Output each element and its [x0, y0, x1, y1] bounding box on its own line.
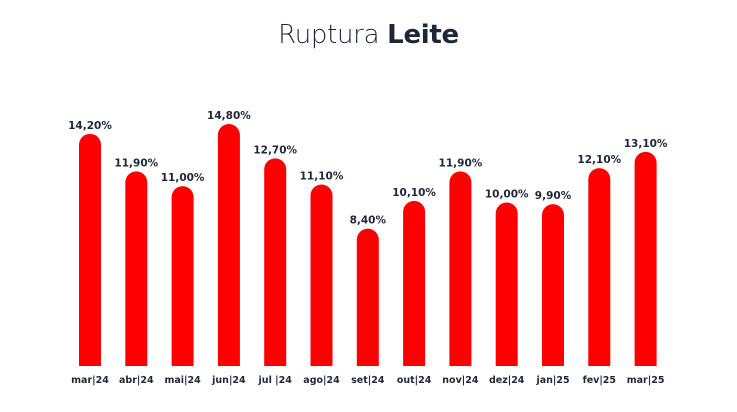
bar-ago-24 — [310, 184, 333, 366]
value-label: 14,80% — [207, 110, 251, 122]
category-label: abr|24 — [119, 375, 154, 386]
value-label: 8,40% — [350, 215, 387, 227]
bar-mar-25 — [634, 151, 657, 366]
bar-set-24 — [356, 228, 379, 366]
value-label: 12,10% — [577, 154, 621, 166]
category-label: set|24 — [351, 375, 385, 386]
value-label: 11,90% — [439, 157, 483, 169]
category-label: out|24 — [397, 375, 432, 386]
bar-jul--24 — [264, 158, 287, 366]
category-label: mar|25 — [627, 375, 665, 386]
category-label: jun|24 — [211, 375, 246, 386]
value-label: 12,70% — [253, 144, 297, 156]
category-label: jan|25 — [535, 375, 569, 386]
category-label: dez|24 — [489, 375, 525, 386]
bar-mar-24 — [79, 133, 101, 366]
chart-title-light: Ruptura — [278, 20, 380, 50]
value-label: 9,90% — [535, 190, 572, 202]
category-label: nov|24 — [442, 375, 479, 386]
value-label: 11,00% — [161, 172, 205, 184]
category-label: mai|24 — [164, 375, 201, 386]
bar-mai-24 — [171, 186, 194, 366]
value-label: 11,90% — [114, 157, 158, 169]
bar-out-24 — [403, 200, 426, 366]
bar-fev-25 — [588, 168, 611, 366]
category-label: ago|24 — [303, 375, 340, 386]
category-label: fev|25 — [583, 375, 616, 386]
bar-jan-25 — [542, 204, 564, 366]
bar-dez-24 — [495, 202, 518, 366]
category-label: mar|24 — [71, 375, 109, 386]
value-label: 13,10% — [624, 138, 668, 150]
bar-nov-24 — [449, 171, 472, 366]
chart-title-bold: Leite — [387, 20, 459, 50]
value-label: 14,20% — [68, 120, 112, 132]
value-label: 10,10% — [392, 187, 436, 199]
category-label: jul |24 — [258, 375, 293, 386]
bar-abr-24 — [125, 171, 148, 366]
chart-title: Ruptura Leite — [0, 20, 737, 50]
bar-jun-24 — [217, 124, 240, 366]
value-label: 11,10% — [300, 171, 344, 183]
value-label: 10,00% — [485, 189, 529, 201]
